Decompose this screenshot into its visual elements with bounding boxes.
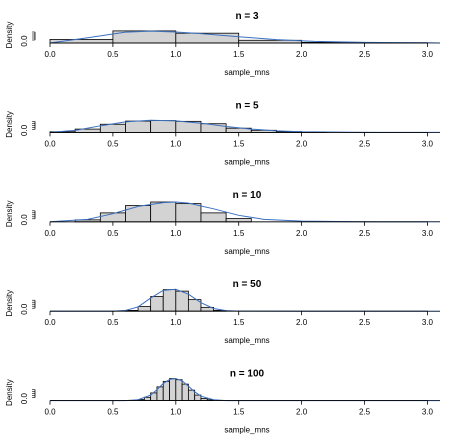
histogram-bar — [187, 389, 196, 401]
x-axis-label: sample_mns — [224, 68, 269, 77]
y-tick-label: 0.0 — [20, 214, 29, 226]
density-curve — [50, 288, 440, 312]
x-tick-label: 1.5 — [233, 50, 245, 59]
x-axis-label: sample_mns — [224, 336, 269, 345]
x-tick-label: 1.0 — [170, 408, 182, 417]
x-tick-label: 1.5 — [233, 139, 245, 148]
x-tick-label: 0.5 — [107, 50, 119, 59]
y-tick-label: 0.0 — [20, 392, 29, 404]
x-tick-label: 2.5 — [359, 229, 371, 238]
x-tick-label: 2.0 — [296, 139, 308, 148]
x-tick-label: 1.0 — [170, 139, 182, 148]
chart-panel: n = 50 Density 0.0 0.0 0.5 1.0 1.5 2.0 2.5 3.0 sam… — [5, 279, 440, 345]
histogram-bar — [143, 396, 152, 401]
chart-panel: n = 100 Density 0.0 0.0 0.5 1.0 1.5 2.0 2.5 3.0 sa… — [5, 369, 440, 435]
y-axis-label: Density — [5, 200, 14, 227]
x-tick-label: 1.0 — [170, 229, 182, 238]
histogram-bar — [150, 201, 177, 223]
x-tick-label: 0.0 — [44, 408, 56, 417]
y-axis-label: Density — [5, 290, 14, 317]
chart-panel: n = 3 Density 0.0 0.0 0.5 1.0 1.5 2.0 2.5 3.0 samp… — [5, 11, 441, 77]
x-tick-label: 1.0 — [170, 318, 182, 327]
x-tick-label: 0.5 — [107, 139, 119, 148]
y-tick-label: 0.0 — [20, 124, 29, 136]
chart-title: n = 5 — [235, 100, 259, 111]
x-tick-label: 3.0 — [422, 139, 434, 148]
x-tick-label: 0.5 — [107, 318, 119, 327]
x-tick-label: 2.5 — [359, 139, 371, 148]
x-axis-label: sample_mns — [224, 426, 269, 435]
x-tick-label: 3.0 — [422, 50, 434, 59]
chart-title: n = 50 — [233, 279, 262, 290]
density-curve — [49, 30, 441, 44]
histogram-bar — [150, 120, 177, 133]
y-axis-label: Density — [5, 379, 14, 406]
histogram-bar — [175, 379, 183, 402]
x-tick-label: 2.5 — [359, 318, 371, 327]
x-tick-label: 2.0 — [296, 50, 308, 59]
histogram-bar — [125, 120, 152, 133]
x-tick-label: 2.5 — [359, 50, 371, 59]
x-axis-label: sample_mns — [224, 157, 269, 166]
density-curve — [50, 378, 440, 402]
x-tick-label: 1.5 — [233, 318, 245, 327]
histogram-bar — [169, 378, 177, 402]
histogram-bar — [200, 212, 227, 223]
x-tick-label: 2.0 — [296, 408, 308, 417]
x-tick-label: 0.0 — [44, 318, 56, 327]
x-axis-label: sample_mns — [224, 247, 269, 256]
chart-title: n = 3 — [235, 11, 259, 22]
histogram-bar — [175, 203, 202, 223]
y-tick-label: 0.0 — [20, 35, 29, 47]
x-tick-label: 3.0 — [422, 318, 434, 327]
histogram-bar — [175, 290, 189, 312]
y-axis-label: Density — [5, 111, 14, 138]
y-tick-label: 0.0 — [20, 303, 29, 315]
x-tick-label: 0.0 — [44, 229, 56, 238]
histogram-bar — [137, 306, 152, 312]
y-axis-label: Density — [5, 22, 14, 49]
histogram-bar — [225, 218, 252, 223]
x-tick-label: 1.5 — [233, 229, 245, 238]
x-tick-label: 2.0 — [296, 318, 308, 327]
x-tick-label: 1.0 — [170, 50, 182, 59]
x-tick-label: 2.0 — [296, 229, 308, 238]
chart-title: n = 100 — [230, 369, 265, 380]
histogram-bar — [181, 383, 189, 402]
chart-title: n = 10 — [233, 190, 262, 201]
x-tick-label: 0.0 — [44, 50, 56, 59]
x-tick-label: 0.5 — [107, 408, 119, 417]
x-tick-label: 0.5 — [107, 229, 119, 238]
chart-panel: n = 10 Density 0.0 0.0 0.5 1.0 1.5 2.0 2.5 3.0 sam… — [5, 190, 440, 256]
x-tick-label: 0.0 — [44, 139, 56, 148]
x-tick-label: 2.5 — [359, 408, 371, 417]
histogram-bar — [162, 289, 177, 312]
x-tick-label: 1.5 — [233, 408, 245, 417]
histogram-bar — [175, 32, 240, 44]
histogram-bar — [125, 205, 152, 223]
histogram-bar — [99, 212, 126, 223]
x-tick-label: 3.0 — [422, 408, 434, 417]
histogram-bar — [162, 380, 170, 402]
chart-panel: n = 5 Density 0.0 0.0 0.5 1.0 1.5 2.0 2.5 3.0 samp… — [5, 100, 440, 166]
histogram-bar — [150, 296, 164, 312]
x-tick-label: 3.0 — [422, 229, 434, 238]
